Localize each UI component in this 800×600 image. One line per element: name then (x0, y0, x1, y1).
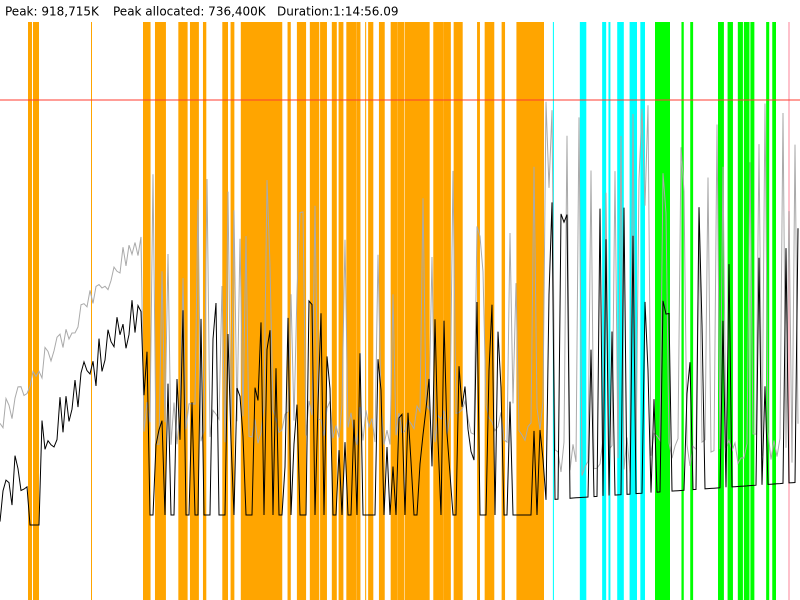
peak-allocated-label: Peak allocated: 736,400K (113, 5, 267, 19)
gc-band (378, 0, 385, 600)
gc-band (690, 0, 694, 600)
gc-band (320, 0, 327, 600)
gc-band (788, 0, 790, 600)
used-line (0, 202, 799, 526)
gc-band (33, 0, 39, 600)
gc-band (91, 0, 92, 600)
memory-lines (0, 101, 799, 526)
gc-band (579, 0, 587, 600)
gc-band (433, 0, 444, 600)
gc-band (365, 0, 367, 600)
gc-band (727, 0, 733, 600)
gc-band (766, 0, 770, 600)
gc-band (772, 0, 776, 600)
gc-band (390, 0, 398, 600)
gc-band (250, 0, 272, 600)
gc-band (287, 0, 291, 600)
gc-band (346, 0, 357, 600)
duration-label: Duration:1:14:56.09 (277, 5, 399, 19)
gc-band (296, 0, 307, 600)
gc-band (655, 0, 659, 600)
gc-band (681, 0, 684, 600)
allocated-line (0, 101, 799, 476)
gc-band (331, 0, 337, 600)
header-background (0, 0, 800, 22)
gc-band (405, 0, 423, 600)
gc-band (477, 0, 480, 600)
gc-band (397, 0, 405, 600)
gc-band (453, 0, 463, 600)
gc-band (602, 0, 607, 600)
gc-band (240, 0, 251, 600)
gc-band (338, 0, 344, 600)
gc-band (718, 0, 724, 600)
gc-band (202, 0, 207, 600)
gc-band (737, 0, 743, 600)
peak-label: Peak: 918,715K (5, 5, 100, 19)
gc-band (143, 0, 151, 600)
gc-band (222, 0, 229, 600)
gc-band (750, 0, 755, 600)
gc-band (617, 0, 624, 600)
gc-band (368, 0, 374, 600)
gc-band (271, 0, 283, 600)
gc-band (154, 0, 166, 600)
gc-band (484, 0, 495, 600)
gc-band (28, 0, 32, 600)
gc-band (743, 0, 750, 600)
gc-band (356, 0, 361, 600)
gc-band (658, 0, 670, 600)
gc-band (640, 0, 645, 600)
gc-band (309, 0, 320, 600)
gc-band (501, 0, 506, 600)
gc-band (608, 0, 611, 600)
gc-band (189, 0, 199, 600)
gc-band (443, 0, 451, 600)
